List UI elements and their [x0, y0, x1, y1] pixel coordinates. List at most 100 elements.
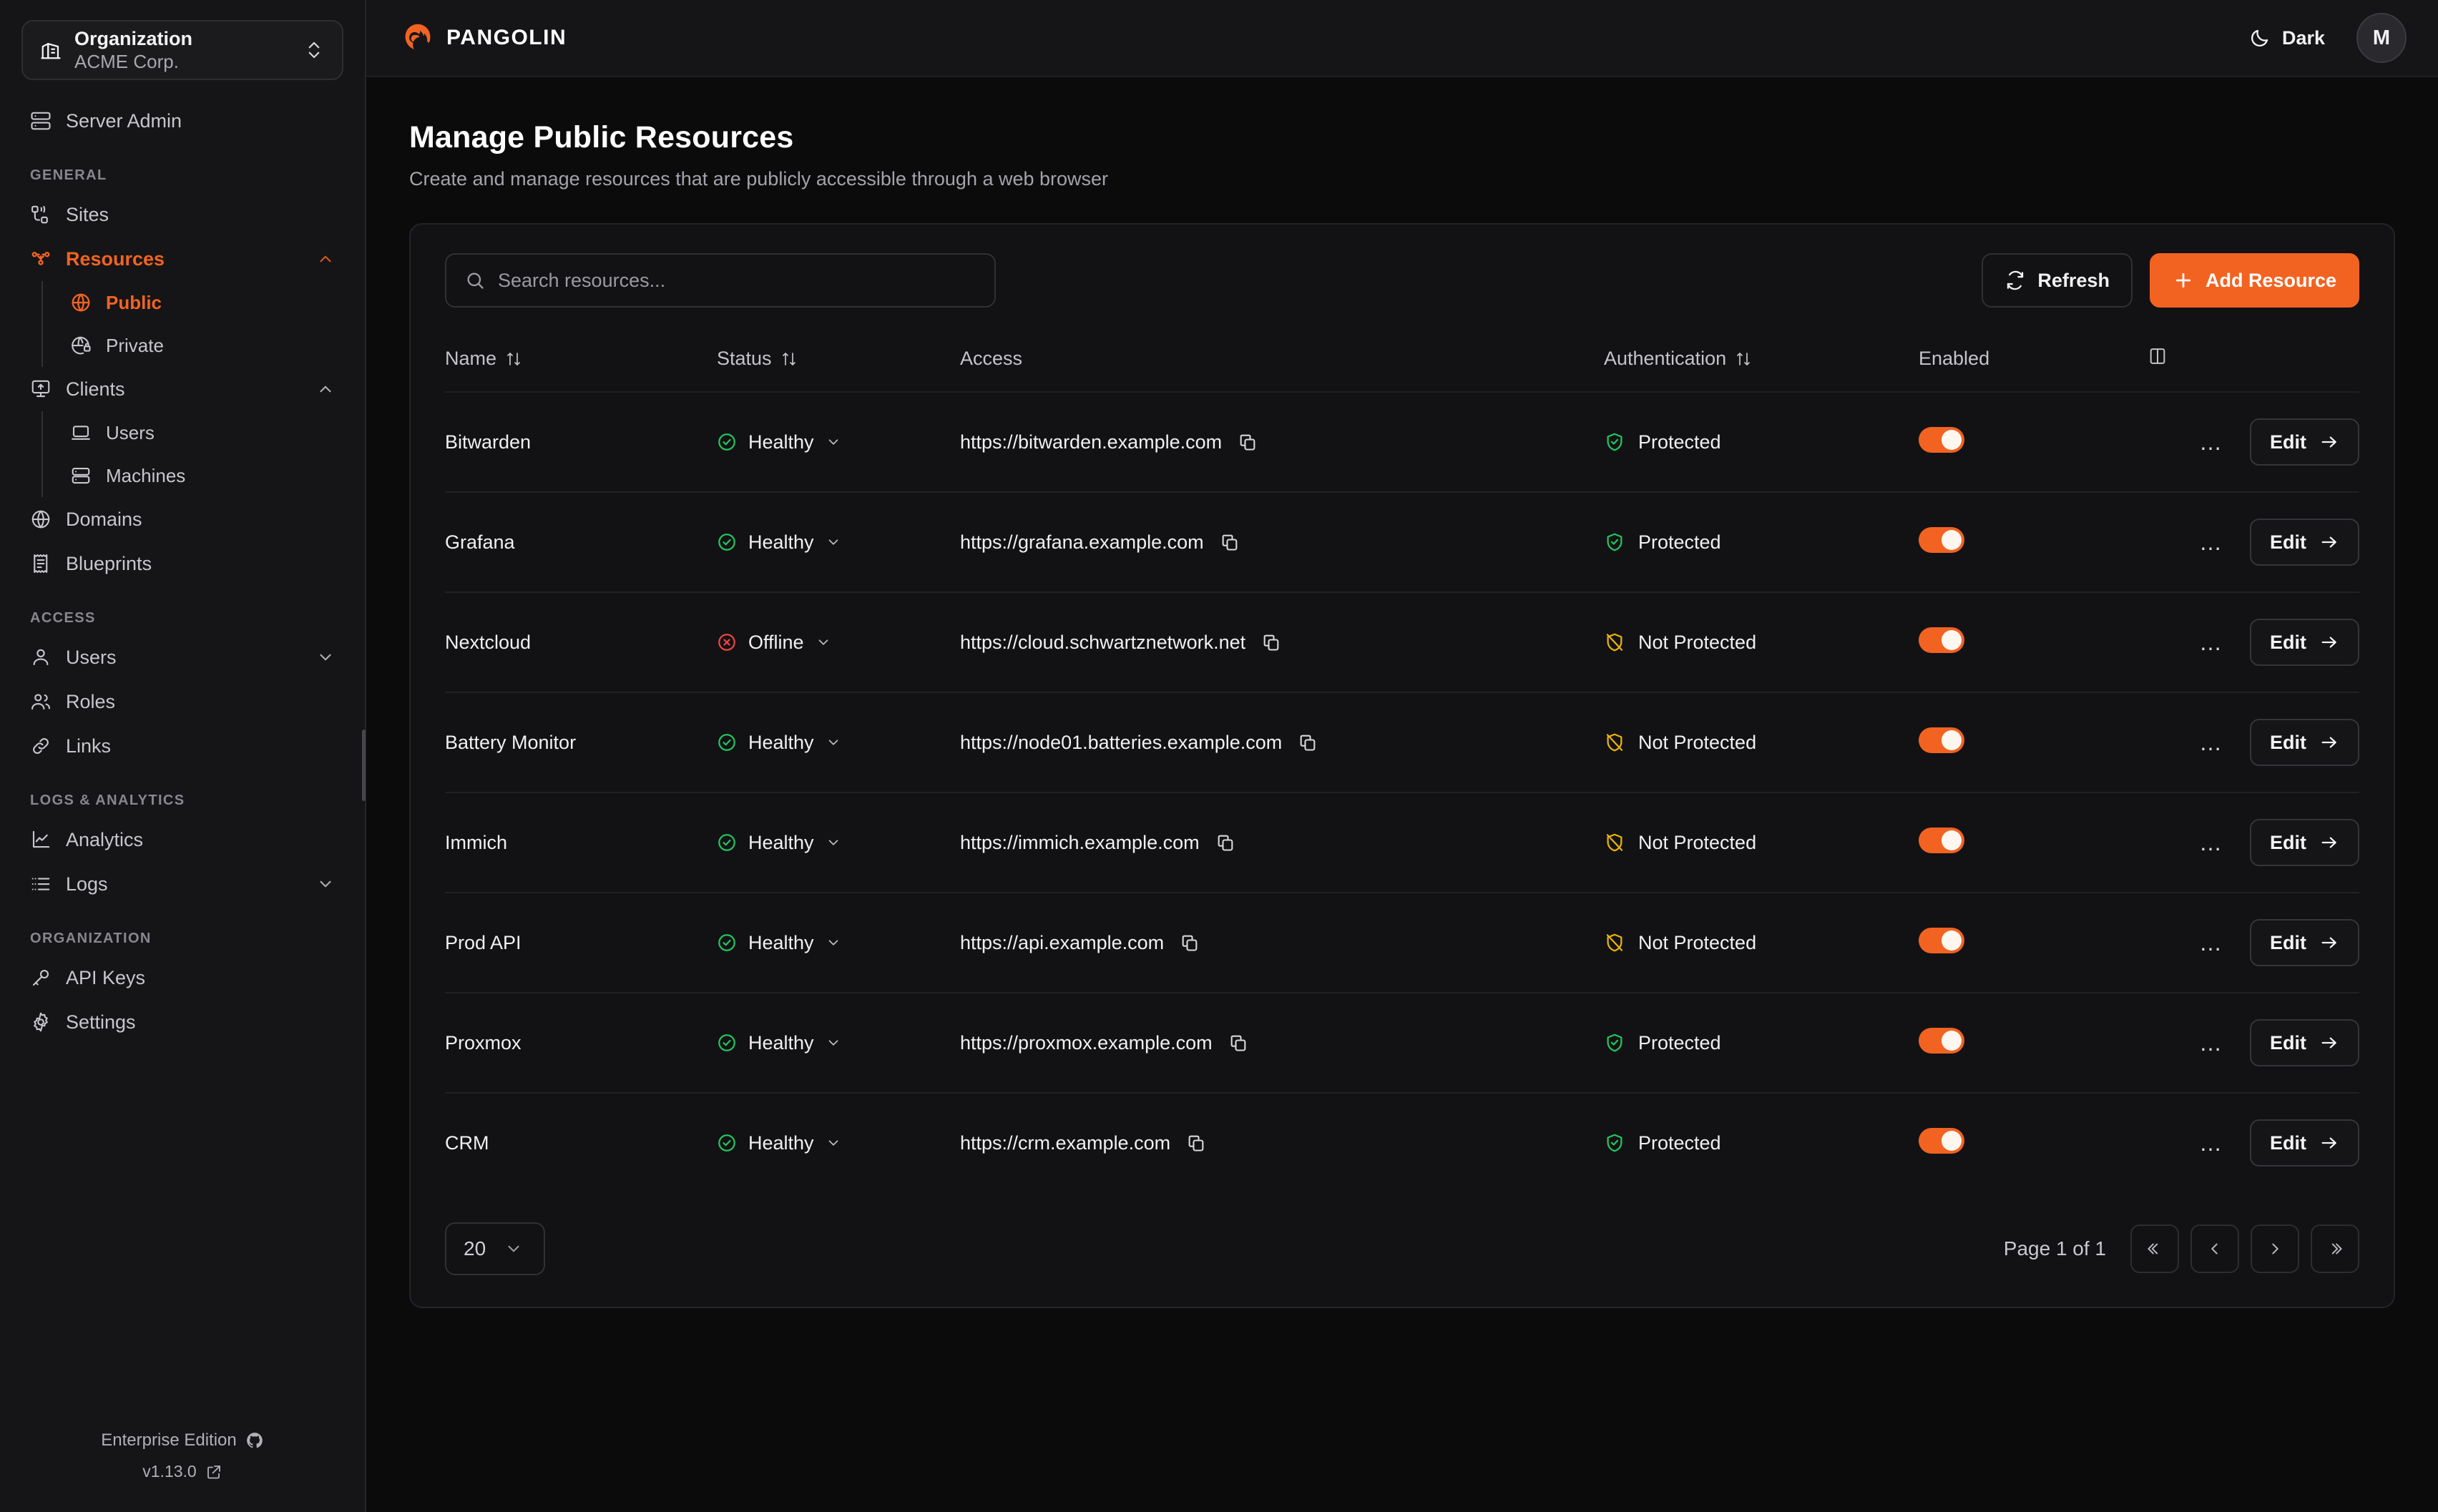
next-page-button[interactable] [2251, 1224, 2299, 1273]
sidebar-item-links[interactable]: Links [21, 724, 343, 768]
search-input[interactable] [498, 269, 976, 292]
row-menu-icon[interactable]: … [2199, 629, 2224, 655]
row-menu-icon[interactable]: … [2199, 429, 2224, 455]
row-menu-icon[interactable]: … [2199, 930, 2224, 956]
status-dropdown[interactable]: Healthy [717, 932, 960, 954]
resource-url[interactable]: https://immich.example.com [960, 831, 1200, 853]
resource-url[interactable]: https://crm.example.com [960, 1131, 1171, 1154]
resource-url[interactable]: https://node01.batteries.example.com [960, 731, 1283, 753]
edit-button[interactable]: Edit [2250, 819, 2359, 866]
auth-label: Protected [1638, 431, 1721, 453]
sidebar-scrollbar[interactable] [362, 730, 366, 801]
sidebar-item-public[interactable]: Public [62, 281, 343, 324]
org-switcher[interactable]: Organization ACME Corp. [21, 20, 343, 80]
page-size-select[interactable]: 20 [445, 1222, 545, 1275]
auth-label: Not Protected [1638, 831, 1757, 853]
github-icon[interactable] [245, 1431, 264, 1450]
edit-button[interactable]: Edit [2250, 418, 2359, 466]
sidebar-item-users-clients[interactable]: Users [62, 411, 343, 454]
status-dropdown[interactable]: Healthy [717, 732, 960, 754]
sidebar-item-server-admin[interactable]: Server Admin [21, 99, 343, 143]
status-healthy-icon [717, 833, 737, 853]
columns-toggle-icon[interactable] [2148, 346, 2168, 366]
theme-toggle[interactable]: Dark [2239, 20, 2335, 57]
sidebar-item-machines[interactable]: Machines [62, 454, 343, 497]
column-header-authentication[interactable]: Authentication [1604, 333, 1919, 392]
panel-toolbar: Refresh Add Resource [445, 253, 2359, 308]
sidebar-item-resources[interactable]: Resources [21, 237, 343, 281]
refresh-button[interactable]: Refresh [1982, 253, 2133, 308]
last-page-button[interactable] [2311, 1224, 2359, 1273]
row-menu-icon[interactable]: … [2199, 529, 2224, 555]
status-dropdown[interactable]: Healthy [717, 1032, 960, 1054]
resource-url[interactable]: https://proxmox.example.com [960, 1031, 1213, 1054]
page-size-value: 20 [464, 1237, 486, 1260]
edit-button[interactable]: Edit [2250, 1019, 2359, 1066]
enabled-toggle[interactable] [1919, 727, 1964, 753]
first-page-button[interactable] [2130, 1224, 2179, 1273]
edition-line[interactable]: Enterprise Edition [21, 1424, 343, 1457]
edit-button[interactable]: Edit [2250, 519, 2359, 566]
prev-page-button[interactable] [2190, 1224, 2239, 1273]
edit-button[interactable]: Edit [2250, 619, 2359, 666]
status-dropdown[interactable]: Healthy [717, 431, 960, 453]
resource-url[interactable]: https://grafana.example.com [960, 531, 1204, 553]
resource-url[interactable]: https://bitwarden.example.com [960, 431, 1223, 453]
sidebar-item-api-keys[interactable]: API Keys [21, 956, 343, 1000]
brand[interactable]: PANGOLIN [402, 22, 567, 54]
enabled-toggle[interactable] [1919, 426, 1964, 453]
copy-icon[interactable] [1298, 732, 1318, 752]
external-link-icon[interactable] [205, 1463, 222, 1481]
sidebar-item-users[interactable]: Users [21, 635, 343, 679]
status-dropdown[interactable]: Healthy [717, 832, 960, 854]
sidebar-item-roles[interactable]: Roles [21, 679, 343, 724]
status-dropdown[interactable]: Offline [717, 632, 960, 654]
chevron-up-icon[interactable] [316, 380, 335, 398]
search-box[interactable] [445, 253, 996, 308]
edit-button[interactable]: Edit [2250, 1119, 2359, 1167]
sort-icon [780, 350, 798, 368]
sidebar-item-settings[interactable]: Settings [21, 1000, 343, 1044]
status-dropdown[interactable]: Healthy [717, 1132, 960, 1154]
row-menu-icon[interactable]: … [2199, 1130, 2224, 1156]
arrow-right-icon [2319, 933, 2339, 953]
sidebar-item-label: Analytics [66, 828, 144, 850]
enabled-toggle[interactable] [1919, 827, 1964, 853]
copy-icon[interactable] [1186, 1133, 1206, 1153]
status-dropdown[interactable]: Healthy [717, 531, 960, 554]
row-menu-icon[interactable]: … [2199, 1030, 2224, 1056]
copy-icon[interactable] [1238, 432, 1258, 452]
sidebar-footer: Enterprise Edition v1.13.0 [0, 1424, 365, 1512]
enabled-toggle[interactable] [1919, 1027, 1964, 1054]
row-menu-icon[interactable]: … [2199, 730, 2224, 755]
sidebar-item-private[interactable]: Private [62, 324, 343, 367]
copy-icon[interactable] [1180, 933, 1200, 953]
version-line[interactable]: v1.13.0 [21, 1456, 343, 1488]
sidebar-item-logs[interactable]: Logs [21, 862, 343, 906]
enabled-toggle[interactable] [1919, 1127, 1964, 1154]
sidebar-item-blueprints[interactable]: Blueprints [21, 541, 343, 586]
column-header-status[interactable]: Status [717, 333, 960, 392]
sidebar-item-domains[interactable]: Domains [21, 497, 343, 541]
copy-icon[interactable] [1220, 532, 1240, 552]
column-header-name[interactable]: Name [445, 333, 717, 392]
sidebar-item-sites[interactable]: Sites [21, 192, 343, 237]
enabled-toggle[interactable] [1919, 627, 1964, 653]
copy-icon[interactable] [1215, 833, 1235, 853]
chevron-up-icon[interactable] [316, 250, 335, 268]
chevron-down-icon[interactable] [316, 648, 335, 667]
row-menu-icon[interactable]: … [2199, 830, 2224, 855]
edit-button[interactable]: Edit [2250, 719, 2359, 766]
resource-url[interactable]: https://api.example.com [960, 931, 1165, 953]
copy-icon[interactable] [1261, 632, 1281, 652]
copy-icon[interactable] [1228, 1033, 1248, 1053]
edit-button[interactable]: Edit [2250, 919, 2359, 966]
sidebar-item-clients[interactable]: Clients [21, 367, 343, 411]
avatar[interactable]: M [2356, 13, 2407, 63]
enabled-toggle[interactable] [1919, 526, 1964, 553]
resource-url[interactable]: https://cloud.schwartznetwork.net [960, 631, 1246, 653]
enabled-toggle[interactable] [1919, 927, 1964, 953]
sidebar-item-analytics[interactable]: Analytics [21, 818, 343, 862]
add-resource-button[interactable]: Add Resource [2149, 253, 2359, 308]
chevron-down-icon[interactable] [316, 875, 335, 893]
